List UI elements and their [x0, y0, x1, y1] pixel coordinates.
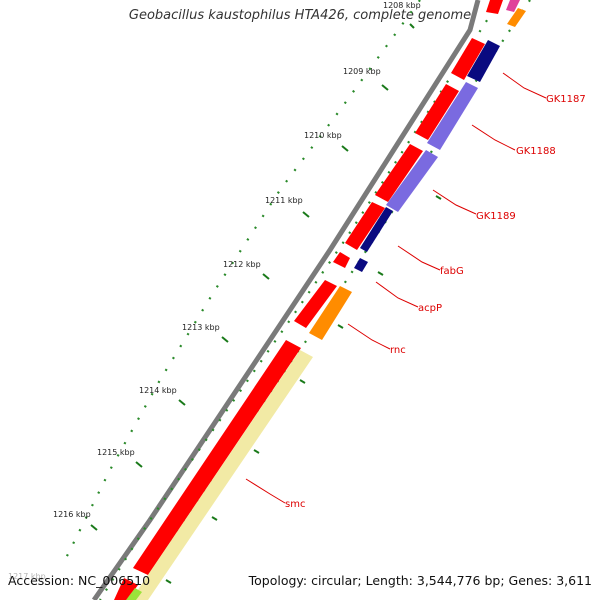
gene-block-forward-2[interactable]: [415, 84, 459, 140]
gene-block-fabG[interactable]: [354, 258, 368, 272]
accession-text: Accession: NC_006510: [8, 573, 151, 588]
genome-title: Geobacillus kaustophilus HTA426, complet…: [128, 8, 472, 23]
gene-block-GK1187[interactable]: [467, 40, 500, 82]
ruler-label-1214: 1214 kbp: [139, 386, 177, 395]
genome-summary-text: Topology: circular; Length: 3,544,776 bp…: [248, 573, 592, 588]
ruler-tick-1216: [90, 524, 98, 531]
minor-tick-row-outer: [99, 0, 501, 600]
ruler-tick-1210: [341, 145, 349, 152]
ruler-label-1213: 1213 kbp: [182, 323, 220, 332]
gene-label-fabG[interactable]: fabG: [440, 266, 464, 277]
gene-label-GK1187[interactable]: GK1187: [546, 94, 586, 105]
gene-callouts: [245, 72, 547, 504]
gene-block-forward-5[interactable]: [333, 252, 350, 268]
ruler-label-1210: 1210 kbp: [304, 131, 342, 140]
callout-rnc: [347, 323, 391, 350]
gene-block-GK1188[interactable]: [427, 82, 478, 150]
gene-block-reverse-top-pink[interactable]: [506, 0, 520, 12]
callout-smc: [245, 478, 286, 504]
gene-block-forward-6[interactable]: [294, 280, 337, 328]
ruler-tick-1212: [262, 273, 270, 280]
ruler-label-1209: 1209 kbp: [343, 67, 381, 76]
reverse-strand: [126, 0, 526, 600]
gene-label-GK1189[interactable]: GK1189: [476, 211, 516, 222]
ruler-tick-1209: [381, 84, 389, 91]
callout-GK1188: [471, 124, 516, 151]
gene-block-forward-smc[interactable]: [133, 340, 301, 575]
ruler-tick-1213: [221, 336, 229, 343]
ruler-tick-1214: [178, 399, 186, 406]
callout-GK1189: [432, 189, 477, 215]
callout-acpP: [375, 281, 419, 308]
ruler-label-1217: 1217 kbp: [8, 572, 46, 581]
gene-block-forward-1[interactable]: [451, 38, 485, 80]
gene-block-acpP[interactable]: [309, 286, 352, 340]
gene-label-GK1188[interactable]: GK1188: [516, 146, 556, 157]
gene-labels: GK1187 GK1188 GK1189 fabG acpP rnc smc: [285, 94, 586, 510]
ruler-tick-1208: [409, 23, 415, 29]
gene-block-reverse-bottom[interactable]: [126, 588, 142, 600]
minor-tick-row-ruler: [64, 0, 421, 561]
gene-block-smc[interactable]: [131, 350, 313, 600]
callout-fabG: [397, 245, 441, 271]
forward-strand: [114, 0, 503, 600]
ruler-label-1212: 1212 kbp: [223, 260, 261, 269]
ruler-label-1215: 1215 kbp: [97, 448, 135, 457]
gene-block-GK1189-dark[interactable]: [360, 207, 393, 252]
ruler-tick-1211: [302, 211, 310, 218]
inner-ticks: [165, 195, 442, 584]
ruler-label-1208: 1208 kbp: [383, 1, 421, 10]
gene-block-forward-3[interactable]: [375, 144, 423, 202]
gene-label-smc[interactable]: smc: [285, 499, 305, 510]
gene-block-GK1189[interactable]: [386, 150, 438, 212]
callout-GK1187: [502, 72, 547, 99]
backbone-arc: [91, 0, 481, 600]
ruler-tick-1215: [135, 461, 143, 468]
gene-label-acpP[interactable]: acpP: [418, 303, 442, 314]
ruler: 1208 kbp 1209 kbp 1210 kbp 1211 kbp 1212…: [8, 1, 421, 581]
gene-block-reverse-top-orange[interactable]: [507, 8, 526, 27]
gene-label-rnc[interactable]: rnc: [390, 345, 406, 356]
gene-block-forward-top[interactable]: [486, 0, 503, 14]
gene-block-forward-4[interactable]: [345, 202, 385, 250]
gene-block-forward-bottom[interactable]: [114, 578, 138, 600]
ruler-label-1216: 1216 kbp: [53, 510, 91, 519]
ruler-label-1211: 1211 kbp: [265, 196, 303, 205]
